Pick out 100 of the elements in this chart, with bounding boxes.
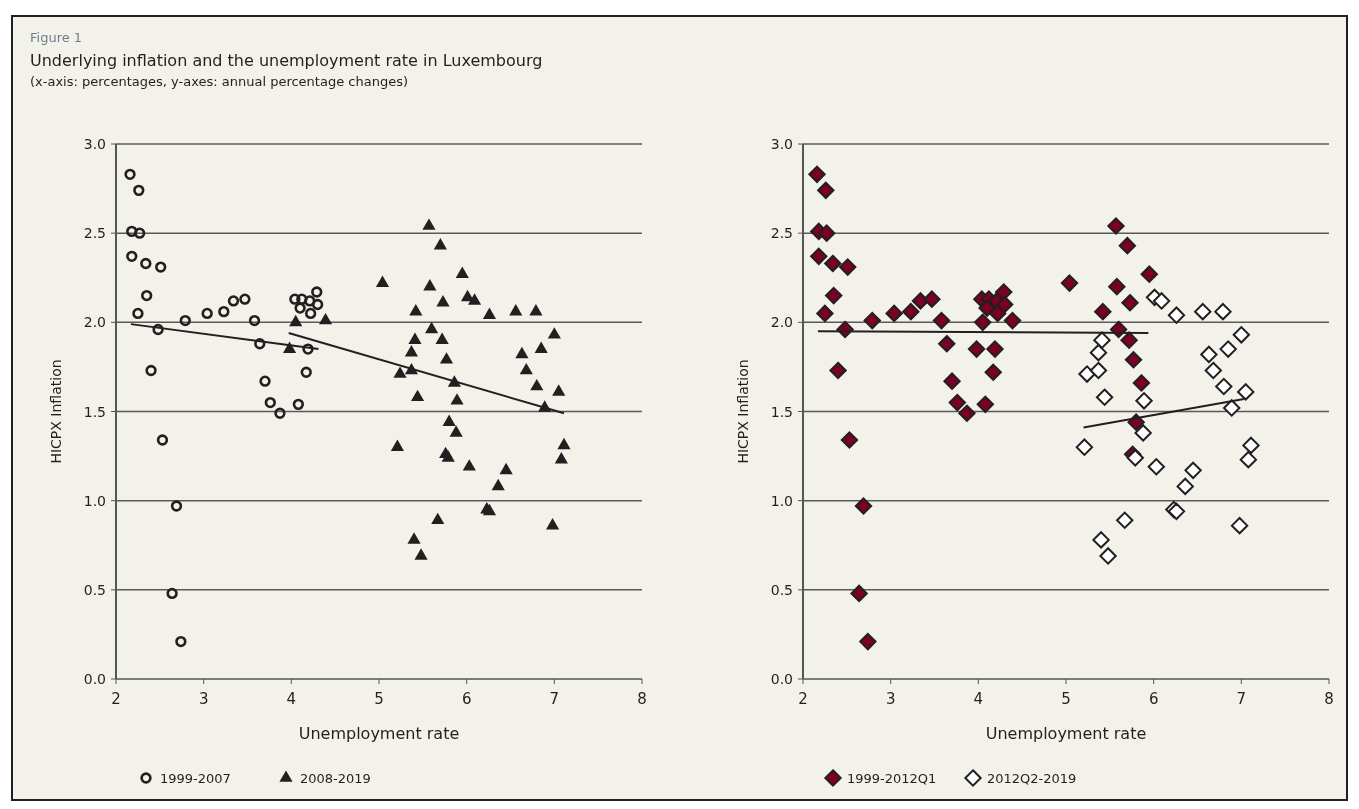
point — [435, 332, 449, 344]
point — [988, 304, 1007, 323]
point — [1075, 438, 1094, 456]
point — [431, 512, 445, 525]
point — [854, 497, 873, 515]
point — [201, 307, 213, 320]
point — [1134, 424, 1152, 442]
legend-label: 1999-2007 — [160, 771, 231, 786]
point — [1215, 377, 1233, 396]
point — [534, 341, 548, 353]
point — [1132, 374, 1151, 392]
point — [984, 363, 1002, 381]
point — [126, 250, 138, 263]
point — [850, 584, 868, 603]
point — [1095, 388, 1114, 406]
point — [311, 286, 323, 298]
point — [808, 165, 826, 183]
y-tick-label: 3.0 — [83, 136, 106, 152]
point — [529, 304, 543, 316]
point — [547, 327, 561, 339]
point — [302, 343, 314, 355]
point — [1214, 302, 1232, 321]
point — [254, 338, 266, 350]
point — [499, 462, 513, 475]
point — [422, 218, 436, 230]
point — [816, 304, 834, 323]
point — [1223, 399, 1241, 417]
point — [491, 478, 505, 491]
y-axis-title: HICPX Inflation — [48, 359, 64, 464]
point — [1147, 458, 1165, 476]
point — [1089, 361, 1108, 380]
y-tick-label: 2.5 — [770, 225, 793, 242]
point — [1108, 278, 1126, 296]
point — [318, 312, 333, 325]
point — [482, 307, 497, 319]
point — [810, 247, 828, 266]
point — [515, 346, 529, 359]
caption: Figure 1 — [30, 30, 83, 45]
point — [995, 295, 1014, 314]
point — [974, 313, 992, 331]
point — [557, 437, 571, 450]
point — [986, 340, 1004, 358]
point — [462, 459, 476, 471]
point — [530, 378, 544, 391]
point — [311, 298, 324, 311]
point — [1204, 361, 1222, 380]
point — [825, 286, 843, 305]
point — [156, 434, 169, 446]
x-axis-title: Unemployment rate — [985, 724, 1147, 743]
y-tick-label: 3.0 — [770, 136, 793, 152]
legend-label: 2008-2019 — [300, 771, 371, 786]
point — [967, 340, 986, 358]
point — [554, 452, 568, 464]
point — [449, 425, 463, 437]
point — [1219, 340, 1237, 358]
y-tick-label: 1.0 — [83, 492, 106, 509]
x-tick-label: 2 — [111, 690, 121, 708]
point — [1152, 292, 1171, 310]
x-tick-label: 5 — [1061, 690, 1071, 708]
point — [264, 396, 276, 409]
point — [436, 295, 450, 307]
point — [467, 293, 482, 305]
x-tick-label: 4 — [973, 690, 984, 708]
point — [140, 257, 152, 270]
point — [441, 450, 455, 462]
point — [1092, 531, 1110, 549]
point — [289, 314, 303, 327]
point — [407, 532, 421, 544]
y-tick-label: 0.0 — [770, 671, 793, 687]
point — [1237, 383, 1255, 401]
point — [409, 304, 423, 316]
point — [824, 254, 842, 273]
y-tick-label: 1.5 — [83, 403, 106, 420]
point — [1120, 331, 1138, 349]
point — [133, 184, 145, 197]
x-tick-label: 3 — [198, 690, 209, 708]
point — [433, 238, 447, 250]
point — [1242, 436, 1260, 455]
point — [375, 275, 390, 287]
x-tick-label: 4 — [286, 690, 297, 708]
point — [1167, 306, 1186, 324]
point — [170, 500, 183, 512]
point — [132, 307, 144, 320]
y-tick-label: 2.0 — [83, 314, 106, 331]
point — [1239, 450, 1258, 469]
point — [817, 181, 835, 200]
point — [546, 518, 560, 530]
x-tick-label: 7 — [549, 690, 560, 708]
legend-label: 2012Q2-2019 — [987, 771, 1077, 786]
x-tick-label: 8 — [1324, 690, 1334, 708]
point — [1078, 365, 1096, 383]
point — [439, 352, 454, 364]
point — [885, 304, 903, 323]
point — [958, 404, 976, 422]
x-tick-label: 5 — [374, 690, 384, 708]
x-axis-title: Unemployment rate — [298, 724, 460, 743]
point — [145, 364, 157, 377]
point — [227, 295, 240, 307]
point — [1116, 511, 1134, 529]
point — [1200, 345, 1218, 364]
